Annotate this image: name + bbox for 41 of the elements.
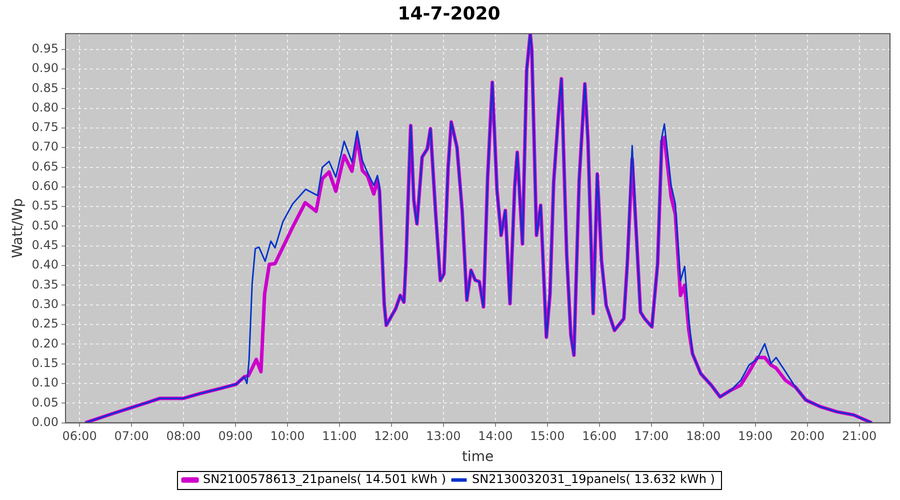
y-tick-label: 0.10 <box>32 376 59 390</box>
x-tick-label: 06:00 <box>62 429 97 444</box>
x-axis-title: time <box>462 449 494 466</box>
x-tick-label: 08:00 <box>166 429 201 444</box>
y-tick-label: 0.75 <box>32 120 59 134</box>
y-tick-label: 0.40 <box>32 258 59 272</box>
x-tick-label: 18:00 <box>686 429 721 444</box>
y-tick-label: 0.95 <box>32 41 59 56</box>
legend-label: SN2130032031_19panels( 13.632 kWh ) <box>472 472 715 486</box>
y-tick-label: 0.85 <box>32 80 59 95</box>
x-tick-label: 15:00 <box>530 429 565 444</box>
y-tick-label: 0.25 <box>32 316 59 331</box>
y-tick-label: 0.30 <box>32 296 59 311</box>
y-tick-label: 0.70 <box>32 140 59 154</box>
x-tick-label: 12:00 <box>374 429 409 444</box>
x-tick-label: 13:00 <box>426 429 461 444</box>
y-tick-label: 0.90 <box>32 61 59 76</box>
y-tick-label: 0.20 <box>32 336 59 350</box>
x-tick-label: 11:00 <box>322 429 357 444</box>
y-tick-label: 0.45 <box>32 238 59 252</box>
x-tick-label: 17:00 <box>634 429 669 444</box>
y-tick-label: 0.00 <box>32 414 59 429</box>
y-tick-label: 0.55 <box>32 198 59 213</box>
chart-title: 14-7-2020 <box>398 3 500 24</box>
y-tick-label: 0.15 <box>32 356 59 370</box>
x-tick-label: 19:00 <box>738 429 773 444</box>
x-tick-label: 07:00 <box>114 429 149 444</box>
y-tick-label: 0.35 <box>32 277 59 292</box>
y-tick-label: 0.05 <box>32 395 59 410</box>
y-tick-label: 0.50 <box>32 218 59 232</box>
x-tick-label: 16:00 <box>582 429 617 444</box>
x-tick-label: 20:00 <box>790 429 825 444</box>
legend-label: SN2100578613_21panels( 14.501 kWh ) <box>203 472 446 486</box>
y-axis-title: Watt/Wp <box>10 198 26 258</box>
x-tick-label: 09:00 <box>218 429 253 444</box>
x-tick-label: 21:00 <box>842 429 877 444</box>
x-tick-label: 14:00 <box>478 429 513 444</box>
y-tick-label: 0.65 <box>32 159 59 174</box>
x-tick-label: 10:00 <box>270 429 305 444</box>
y-tick-label: 0.80 <box>32 100 59 114</box>
y-tick-label: 0.60 <box>32 179 59 194</box>
